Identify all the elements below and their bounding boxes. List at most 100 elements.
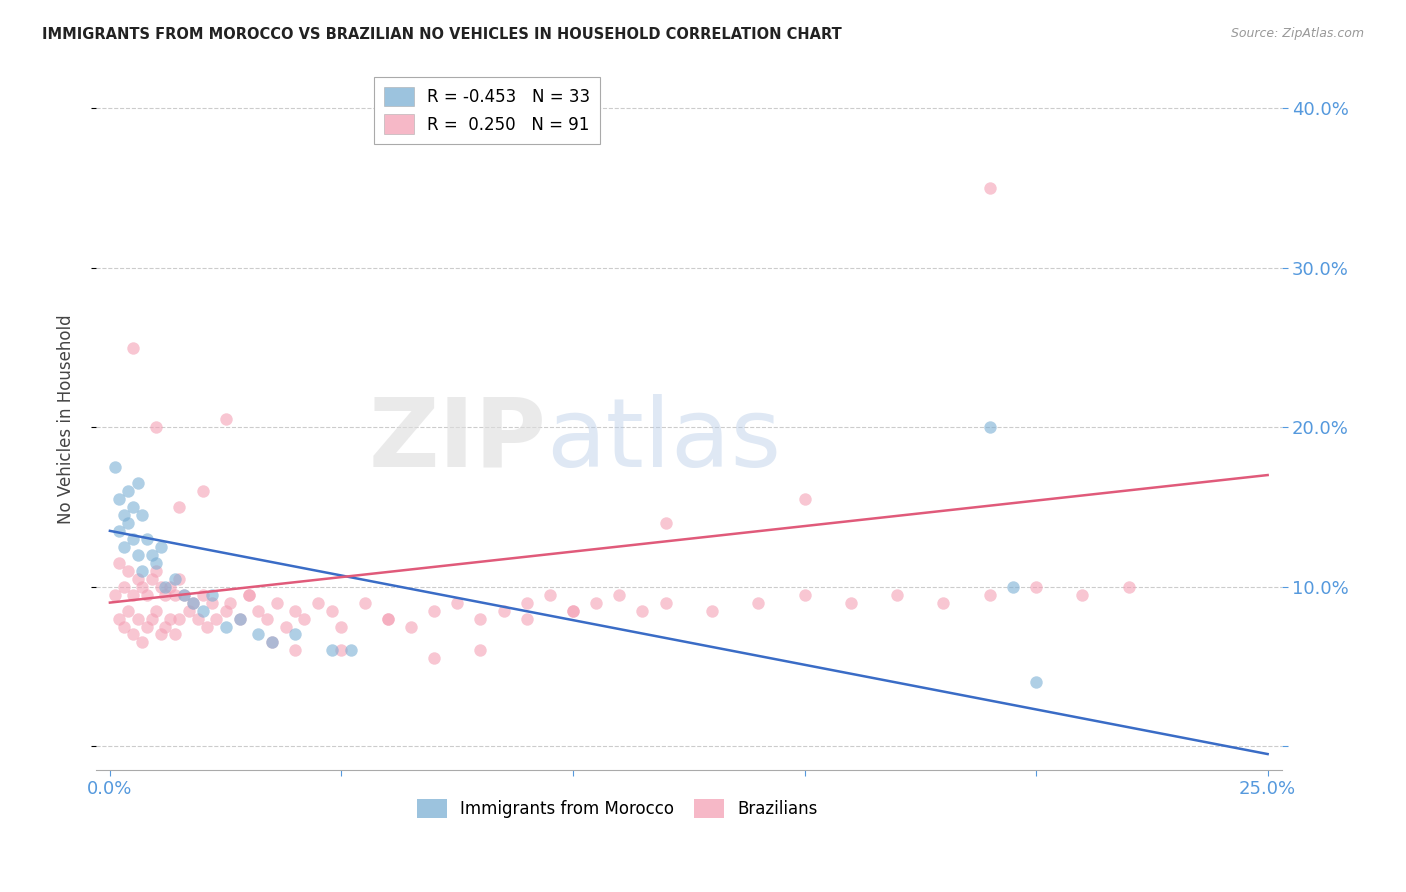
Point [294,611,316,625]
Point [284,603,307,617]
Point [266,596,288,610]
Point [149,627,172,641]
Point [219,596,242,610]
Point [103,588,125,602]
Point [149,580,172,594]
Point [173,588,195,602]
Point [112,540,135,554]
Point [181,596,204,610]
Point [516,611,538,625]
Point [112,508,135,522]
Point [187,611,209,625]
Point [159,580,181,594]
Point [399,619,422,633]
Legend: Immigrants from Morocco, Brazilians: Immigrants from Morocco, Brazilians [411,792,825,825]
Point [260,635,283,649]
Point [159,611,181,625]
Point [446,596,468,610]
Point [284,627,307,641]
Point [117,516,139,530]
Point [191,588,214,602]
Point [247,603,270,617]
Point [145,603,167,617]
Y-axis label: No Vehicles in Household: No Vehicles in Household [58,315,75,524]
Point [205,611,228,625]
Point [127,611,149,625]
Point [339,643,361,657]
Point [631,603,654,617]
Point [122,627,145,641]
Point [307,596,329,610]
Point [470,643,492,657]
Point [181,596,204,610]
Point [1071,588,1094,602]
Point [654,596,676,610]
Point [1025,675,1047,690]
Point [177,603,200,617]
Point [117,483,139,498]
Point [155,580,177,594]
Point [562,603,585,617]
Point [1001,580,1024,594]
Point [136,588,159,602]
Point [247,627,270,641]
Point [195,619,218,633]
Point [470,611,492,625]
Point [173,588,195,602]
Point [108,611,131,625]
Point [886,588,908,602]
Point [155,619,177,633]
Point [423,603,446,617]
Point [793,491,815,506]
Point [108,556,131,570]
Point [700,603,723,617]
Point [585,596,607,610]
Point [932,596,955,610]
Point [145,420,167,434]
Point [260,635,283,649]
Point [979,420,1001,434]
Point [538,588,561,602]
Point [117,603,139,617]
Point [377,611,399,625]
Point [654,516,676,530]
Point [747,596,769,610]
Point [145,556,167,570]
Point [122,588,145,602]
Point [215,412,238,426]
Point [149,540,172,554]
Point [215,603,238,617]
Point [321,603,343,617]
Point [169,500,191,514]
Point [423,651,446,665]
Point [127,476,149,491]
Point [131,580,153,594]
Point [141,572,163,586]
Point [284,643,307,657]
Point [122,532,145,546]
Point [1118,580,1140,594]
Point [607,588,630,602]
Point [256,611,278,625]
Point [131,508,153,522]
Point [122,341,145,355]
Text: IMMIGRANTS FROM MOROCCO VS BRAZILIAN NO VEHICLES IN HOUSEHOLD CORRELATION CHART: IMMIGRANTS FROM MOROCCO VS BRAZILIAN NO … [42,27,842,42]
Point [103,460,125,475]
Point [122,500,145,514]
Point [163,627,186,641]
Point [562,603,585,617]
Point [108,491,131,506]
Point [155,588,177,602]
Point [131,564,153,578]
Point [839,596,862,610]
Point [131,635,153,649]
Point [492,603,515,617]
Point [163,588,186,602]
Point [191,603,214,617]
Point [136,532,159,546]
Point [141,611,163,625]
Text: ZIP: ZIP [368,393,547,487]
Point [169,611,191,625]
Text: atlas: atlas [547,393,782,487]
Point [215,619,238,633]
